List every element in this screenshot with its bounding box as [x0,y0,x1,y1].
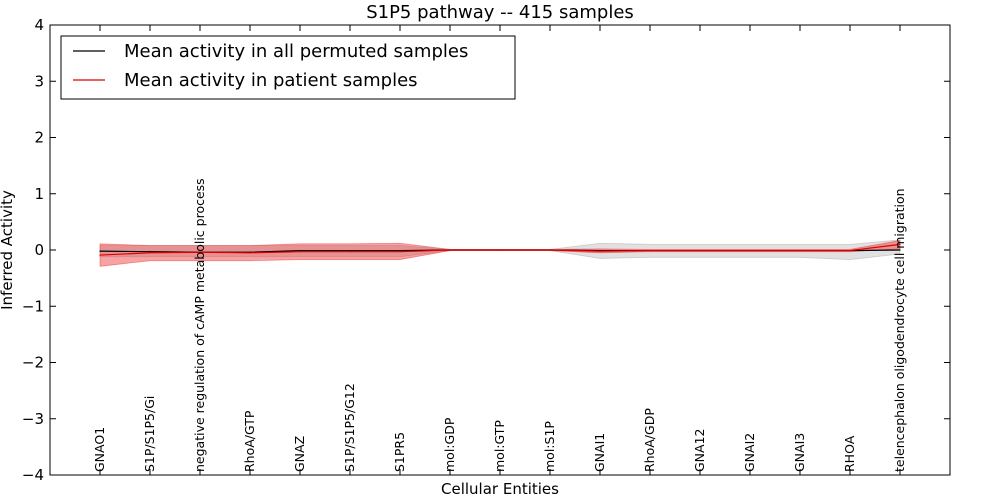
x-axis: GNAO1 S1P/S1P5/Gi negative regulation of c… [92,25,907,475]
point-series-1 [549,249,551,251]
y-tick-label: −4 [22,466,44,484]
legend: Mean activity in all permuted samples Me… [60,35,516,100]
x-category-label: RhoA/GDP [642,408,657,472]
point-series-0 [299,249,301,252]
x-axis-title: Cellular Entities [441,480,559,498]
x-category-label: mol:GDP [442,417,457,472]
point-series-1 [249,252,251,254]
y-tick-label: 4 [34,16,44,34]
point-series-0 [899,249,901,251]
x-category-label: S1P/S1P5/Gi [142,396,157,472]
x-category-label: telencephalon oligodendrocyte cell migra… [892,188,907,472]
confidence-bands [99,239,901,267]
point-series-1 [199,251,201,253]
series-lines [99,243,901,256]
y-tick-label: 0 [34,241,44,259]
y-tick-label: 3 [34,72,44,90]
point-series-0 [399,249,401,252]
x-category-label: RhoA/GTP [242,410,257,472]
legend-label-patient: Mean activity in patient samples [124,70,418,91]
point-series-1 [799,249,801,252]
y-tick-label: −1 [22,297,44,315]
legend-label-permuted: Mean activity in all permuted samples [124,41,468,62]
legend-box [60,35,516,100]
y-tick-label: 2 [34,129,44,147]
y-tick-label: 1 [34,185,44,203]
plot-frame [49,24,951,476]
point-series-1 [299,251,301,253]
point-series-1 [699,249,701,252]
point-series-1 [149,252,151,254]
point-series-1 [399,251,401,253]
x-category-label: S1P/S1P5/G12 [342,383,357,472]
x-category-label: GNA12 [692,429,707,473]
band-series-1 [99,239,901,267]
point-series-1 [99,254,101,256]
y-tick-label: −2 [22,354,44,372]
x-category-label: mol:S1P [542,421,557,472]
point-series-1 [899,243,901,245]
chart-title: S1P5 pathway -- 415 samples [366,2,634,23]
x-category-label: negative regulation of cAMP metabolic pr… [192,178,207,472]
point-series-0 [99,250,101,252]
y-axis-title: Inferred Activity [0,190,16,310]
point-series-1 [449,249,451,251]
point-series-0 [149,251,151,253]
x-category-label: S1PR5 [392,432,407,472]
x-category-label: GNAO1 [92,427,107,472]
point-series-0 [349,249,351,252]
point-series-1 [849,249,851,252]
x-category-label: mol:GTP [492,420,507,472]
x-category-label: GNAI1 [592,433,607,472]
point-series-1 [749,249,751,252]
point-series-1 [599,250,601,252]
y-tick-label: −3 [22,410,44,428]
y-axis: 4 3 2 1 0 −1 −2 −3 −4 [22,16,950,484]
x-category-label: GNAZ [292,436,307,472]
x-category-label: GNAI2 [742,433,757,472]
x-category-label: RHOA [842,435,857,472]
point-series-1 [649,249,651,252]
x-category-label: GNAI3 [792,433,807,472]
point-series-1 [349,251,351,253]
point-series-1 [499,249,501,251]
